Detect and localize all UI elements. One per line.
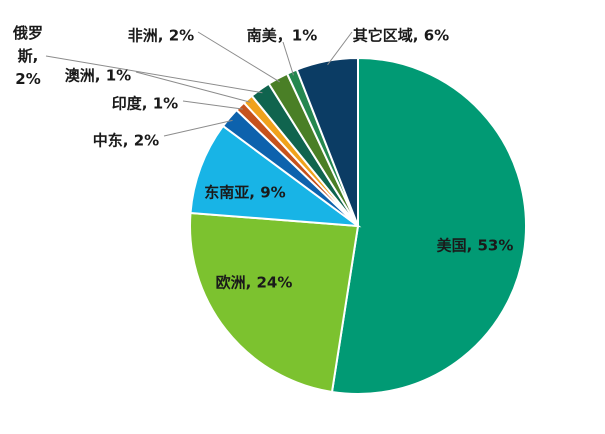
pie-slice-2 <box>189 211 360 394</box>
leader-line-4 <box>163 119 233 137</box>
data-label-8: 非洲, 2% <box>128 27 194 45</box>
leader-line-9 <box>282 41 294 76</box>
labels-layer: 美国, 53% 欧洲, 24% 东南亚, 9% 中东, 2% 印度, 1% 澳洲, 1% 俄… <box>12 24 513 292</box>
data-label-9: 南美，1% <box>247 27 317 45</box>
data-label-10: 其它区域, 6% <box>353 27 449 45</box>
leader-line-8 <box>197 31 280 83</box>
data-label-1: 美国, 53% <box>437 237 514 255</box>
data-label-5: 印度, 1% <box>112 95 178 113</box>
leader-line-5 <box>182 100 244 110</box>
leader-lines-layer <box>45 31 353 137</box>
data-label-6: 澳洲, 1% <box>65 67 131 85</box>
data-label-2: 欧洲, 24% <box>216 274 293 292</box>
pie-slice-10 <box>295 56 359 227</box>
pie-slice-1 <box>330 56 528 395</box>
data-label-3: 东南亚, 9% <box>204 184 285 202</box>
leader-line-10 <box>327 31 353 66</box>
slices-layer <box>189 56 528 395</box>
leader-line-7 <box>45 55 263 94</box>
pie-slice-3 <box>189 124 362 228</box>
data-label-7: 俄罗斯, 2% <box>12 24 43 88</box>
leader-line-6 <box>135 71 251 103</box>
data-label-4: 中东, 2% <box>93 132 159 150</box>
